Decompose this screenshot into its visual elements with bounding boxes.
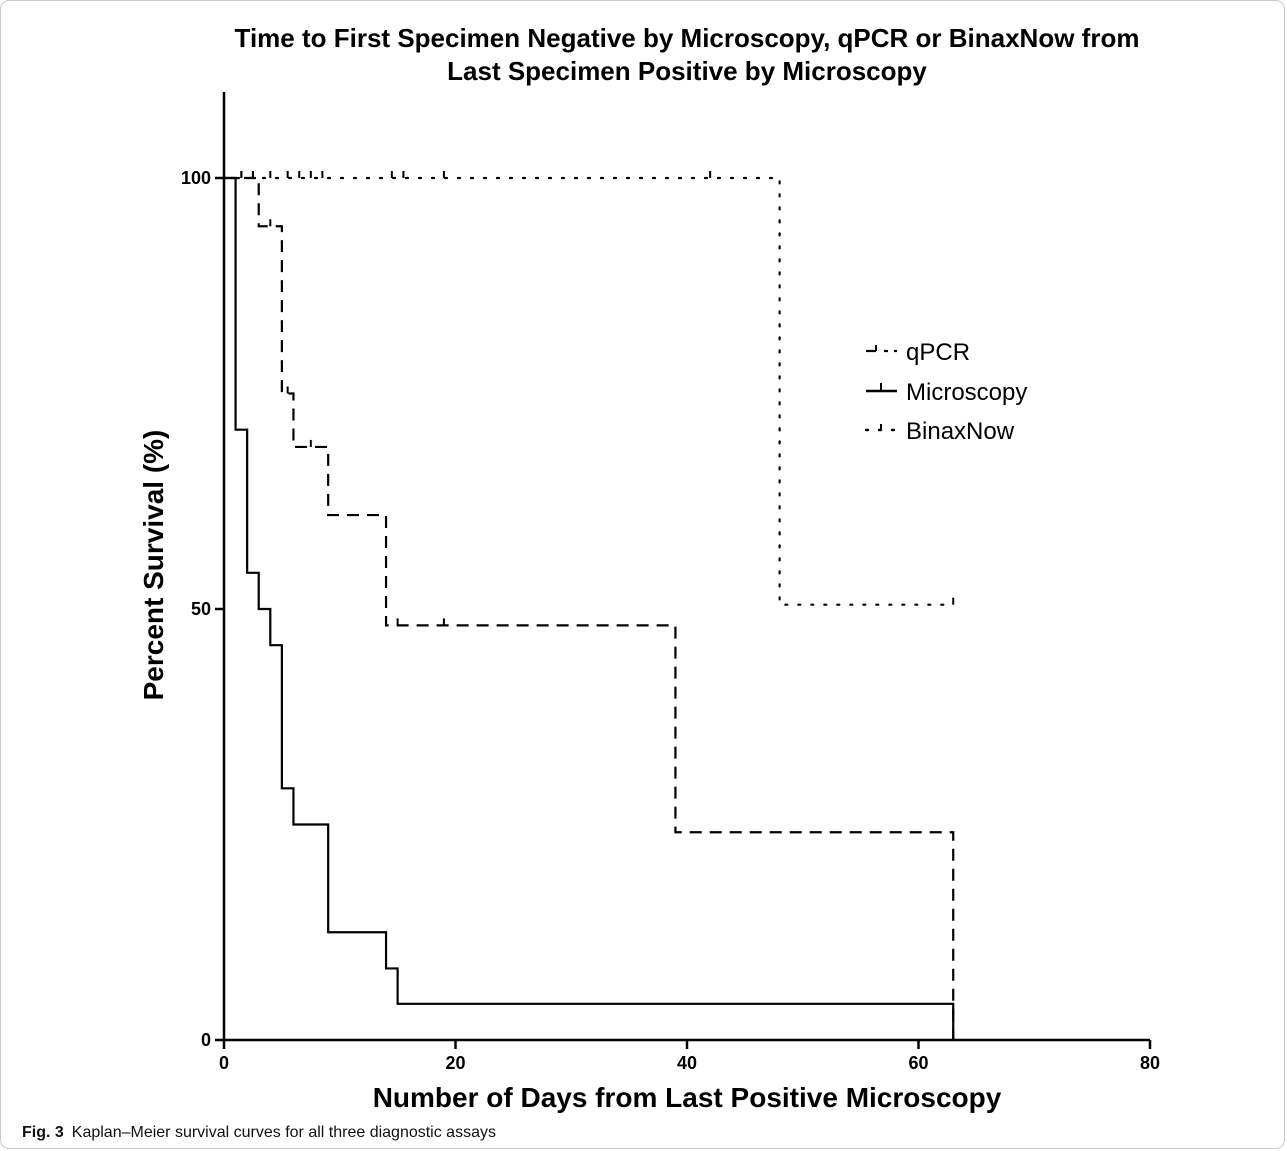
legend-label: Microscopy: [906, 379, 1027, 406]
legend-item-binaxnow: BinaxNow: [864, 418, 1015, 445]
y-tick-label: 100: [181, 168, 211, 188]
chart-title-line-1: Time to First Specimen Negative by Micro…: [235, 23, 1140, 53]
series-layer: [222, 171, 955, 1040]
binaxnow-curve: [222, 176, 955, 606]
legend-label: qPCR: [906, 339, 970, 366]
series-qpcr: [224, 171, 955, 1040]
qpcr-curve: [224, 176, 955, 1040]
legend-item-microscopy: Microscopy: [866, 379, 1027, 406]
axes: [215, 92, 1152, 1049]
x-tick-label: 80: [1140, 1053, 1160, 1073]
figure-caption: Fig. 3 Kaplan–Meier survival curves for a…: [22, 1124, 496, 1142]
series-microscopy: [224, 176, 955, 1040]
series-binaxnow: [222, 171, 955, 606]
legend: qPCR Microscopy BinaxNow: [864, 339, 1027, 445]
x-tick-label: 20: [445, 1053, 465, 1073]
x-axis-label: Number of Days from Last Positive Micros…: [373, 1082, 1002, 1113]
km-chart: Time to First Specimen Negative by Micro…: [138, 23, 1160, 1113]
x-tick-label: 40: [677, 1053, 697, 1073]
y-axis-label: Percent Survival (%): [138, 430, 169, 701]
y-tick-label: 50: [191, 599, 211, 619]
x-tick-label: 60: [908, 1053, 928, 1073]
y-tick-label: 0: [201, 1030, 211, 1050]
legend-item-qpcr: qPCR: [866, 339, 970, 366]
tick-labels: 0 20 40 60 80 0 50 100: [181, 168, 1160, 1073]
chart-title-line-2: Last Specimen Positive by Microscopy: [447, 56, 927, 86]
x-tick-label: 0: [219, 1053, 229, 1073]
legend-label: BinaxNow: [906, 418, 1015, 445]
caption-label: Fig. 3: [22, 1124, 64, 1141]
microscopy-curve: [224, 176, 955, 1040]
caption-text: Kaplan–Meier survival curves for all thr…: [71, 1124, 496, 1141]
